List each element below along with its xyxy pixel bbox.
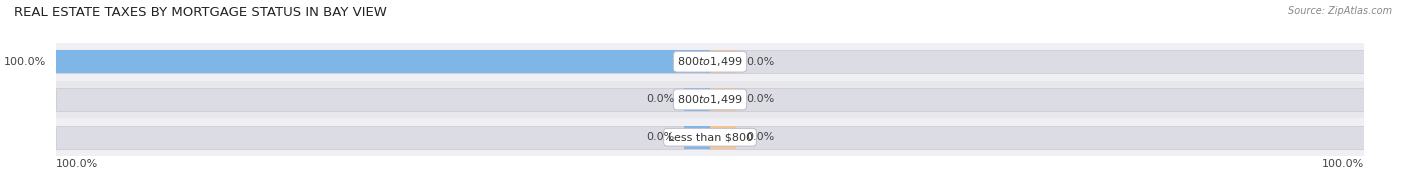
Text: REAL ESTATE TAXES BY MORTGAGE STATUS IN BAY VIEW: REAL ESTATE TAXES BY MORTGAGE STATUS IN … bbox=[14, 6, 387, 19]
Bar bbox=[56, 43, 1364, 81]
Text: 0.0%: 0.0% bbox=[747, 57, 775, 67]
Bar bbox=[56, 81, 1364, 118]
Text: 0.0%: 0.0% bbox=[747, 94, 775, 105]
Bar bbox=[56, 88, 1364, 111]
Text: 0.0%: 0.0% bbox=[645, 94, 673, 105]
Bar bbox=[56, 50, 1364, 73]
Text: 100.0%: 100.0% bbox=[56, 159, 98, 169]
Bar bbox=[56, 50, 710, 73]
Text: 0.0%: 0.0% bbox=[747, 132, 775, 142]
Bar bbox=[683, 126, 710, 149]
Bar bbox=[56, 118, 1364, 156]
Text: 100.0%: 100.0% bbox=[4, 57, 46, 67]
Text: $800 to $1,499: $800 to $1,499 bbox=[678, 93, 742, 106]
Bar bbox=[710, 50, 737, 73]
Text: Source: ZipAtlas.com: Source: ZipAtlas.com bbox=[1288, 6, 1392, 16]
Text: 100.0%: 100.0% bbox=[1322, 159, 1364, 169]
Text: 0.0%: 0.0% bbox=[645, 132, 673, 142]
Text: $800 to $1,499: $800 to $1,499 bbox=[678, 55, 742, 68]
Bar bbox=[683, 88, 710, 111]
Bar bbox=[56, 126, 1364, 149]
Bar bbox=[710, 88, 737, 111]
Bar bbox=[710, 126, 737, 149]
Text: Less than $800: Less than $800 bbox=[668, 132, 752, 142]
